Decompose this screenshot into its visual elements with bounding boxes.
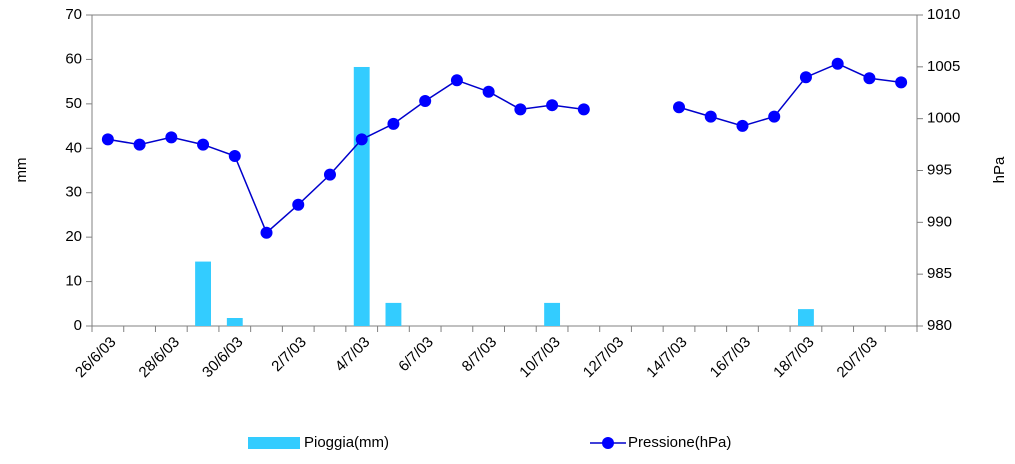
x-tick-label: 14/7/03	[643, 334, 690, 381]
y-tick-label: 20	[65, 228, 82, 245]
bar	[385, 302, 402, 326]
marker	[863, 72, 876, 85]
marker	[101, 133, 114, 146]
bar	[353, 66, 370, 326]
legend-marker	[602, 437, 614, 449]
plot-area	[91, 14, 918, 327]
marker	[895, 76, 908, 89]
marker	[260, 226, 273, 239]
y-tick-label: 0	[74, 317, 82, 334]
y2-axis-label: hPa	[991, 156, 1008, 183]
marker	[577, 103, 590, 116]
x-tick-label: 16/7/03	[707, 334, 754, 381]
x-tick-label: 20/7/03	[834, 334, 881, 381]
x-tick-label: 28/6/03	[136, 334, 183, 381]
marker	[736, 119, 749, 132]
x-tick-label: 8/7/03	[459, 334, 501, 376]
marker	[673, 101, 686, 114]
y2-tick-label: 990	[927, 213, 952, 230]
marker	[450, 74, 463, 87]
y2-tick-label: 985	[927, 265, 952, 282]
y-tick-label: 10	[65, 273, 82, 290]
marker	[355, 133, 368, 146]
bar	[544, 302, 561, 326]
bar	[798, 309, 814, 326]
legend-label: Pioggia(mm)	[304, 434, 389, 451]
legend-label: Pressione(hPa)	[628, 434, 731, 451]
marker	[482, 85, 495, 98]
marker	[323, 168, 336, 181]
y2-tick-label: 1010	[927, 6, 960, 23]
marker	[831, 57, 844, 70]
y-tick-label: 50	[65, 95, 82, 112]
bar	[195, 261, 211, 326]
x-tick-label: 26/6/03	[72, 334, 119, 381]
bar	[226, 318, 243, 326]
x-tick-label: 30/6/03	[199, 334, 246, 381]
marker	[768, 110, 781, 123]
y-axis-label: mm	[13, 158, 30, 183]
x-tick-label: 4/7/03	[332, 334, 374, 376]
y2-tick-label: 1005	[927, 58, 960, 75]
marker	[165, 131, 178, 144]
marker	[704, 110, 717, 123]
y-tick-label: 30	[65, 184, 82, 201]
marker	[292, 198, 305, 211]
x-tick-label: 10/7/03	[516, 334, 563, 381]
y2-tick-label: 980	[927, 317, 952, 334]
marker	[228, 149, 241, 162]
marker	[419, 95, 432, 108]
y-tick-label: 40	[65, 139, 82, 156]
marker	[799, 71, 812, 84]
y2-tick-label: 1000	[927, 110, 960, 127]
marker	[514, 103, 527, 116]
x-tick-label: 6/7/03	[395, 334, 437, 376]
legend-swatch	[248, 437, 300, 449]
marker	[546, 99, 559, 112]
x-tick-label: 18/7/03	[770, 334, 817, 381]
y-tick-label: 60	[65, 50, 82, 67]
x-tick-label: 2/7/03	[268, 334, 310, 376]
marker	[133, 138, 146, 151]
line	[107, 62, 902, 234]
marker	[387, 117, 400, 130]
x-tick-label: 12/7/03	[580, 334, 627, 381]
marker	[197, 138, 210, 151]
y-tick-label: 70	[65, 6, 82, 23]
y2-tick-label: 995	[927, 161, 952, 178]
